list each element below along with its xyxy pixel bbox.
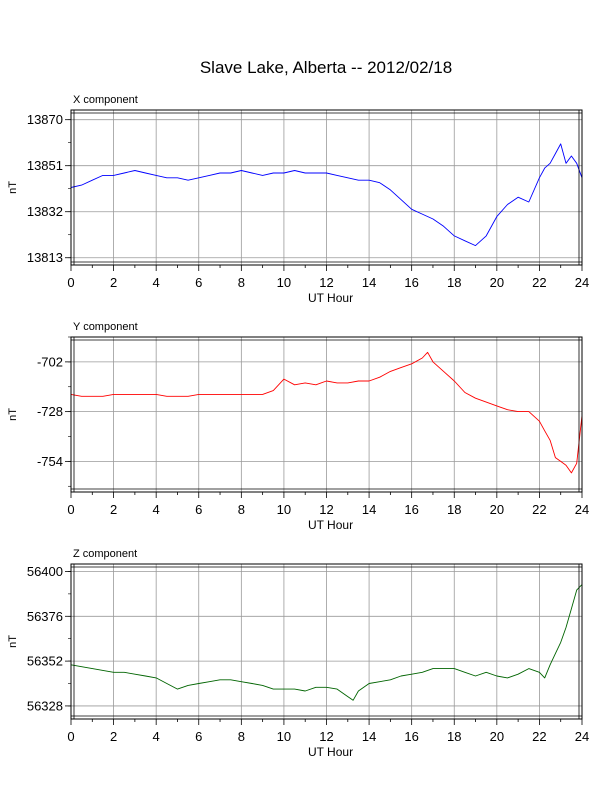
series-line	[70, 584, 583, 701]
x-tick-label: 8	[238, 275, 245, 290]
panel-1: 0 2 4 6 8 10 12 14 16 18 20 22 241381313832138511387…	[7, 94, 589, 305]
x-tick-label: 0	[67, 502, 74, 517]
x-tick-label: 14	[362, 275, 376, 290]
x-tick-label: 10	[277, 275, 291, 290]
panel-title: Y component	[73, 321, 138, 333]
x-tick-label: 12	[319, 502, 333, 517]
y-tick-label: -728	[37, 404, 63, 419]
x-axis-label: UT Hour	[308, 745, 353, 759]
x-tick-label: 0	[67, 729, 74, 744]
y-tick-label: 56328	[27, 698, 63, 713]
x-tick-label: 4	[153, 502, 160, 517]
series-line	[70, 143, 583, 247]
y-tick-label: 13851	[27, 158, 63, 173]
x-tick-label: 18	[447, 729, 461, 744]
x-tick-label: 20	[490, 729, 504, 744]
x-tick-label: 22	[532, 729, 546, 744]
x-axis-label: UT Hour	[308, 518, 353, 532]
page-title: Slave Lake, Alberta -- 2012/02/18	[199, 58, 453, 77]
y-axis-label: nT	[7, 635, 19, 648]
x-tick-label: 22	[532, 502, 546, 517]
x-tick-label: 14	[362, 729, 376, 744]
y-axis-label: nT	[7, 408, 19, 421]
x-tick-label: 0	[67, 275, 74, 290]
x-tick-label: 6	[195, 275, 202, 290]
y-tick-label: 13813	[27, 250, 63, 265]
x-tick-label: 6	[195, 502, 202, 517]
y-tick-label: 56400	[27, 564, 63, 579]
x-tick-label: 4	[153, 729, 160, 744]
x-tick-label: 24	[575, 275, 589, 290]
x-tick-label: 18	[447, 275, 461, 290]
x-tick-label: 24	[575, 729, 589, 744]
x-tick-label: 18	[447, 502, 461, 517]
y-axis-label: nT	[7, 181, 19, 194]
x-tick-label: 4	[153, 275, 160, 290]
x-tick-label: 20	[490, 275, 504, 290]
y-tick-label: -702	[37, 354, 63, 369]
x-tick-label: 12	[319, 729, 333, 744]
panel-3: 0 2 4 6 8 10 12 14 16 18 20 22 245640056376563525632…	[7, 548, 589, 759]
x-tick-label: 16	[404, 729, 418, 744]
x-tick-label: 24	[575, 502, 589, 517]
x-tick-label: 2	[110, 502, 117, 517]
x-tick-label: 20	[490, 502, 504, 517]
x-tick-label: 8	[238, 729, 245, 744]
y-tick-label: -754	[37, 454, 63, 469]
x-tick-label: 10	[277, 502, 291, 517]
series-line	[70, 351, 583, 474]
x-tick-label: 22	[532, 275, 546, 290]
x-tick-label: 6	[195, 729, 202, 744]
y-tick-label: 56376	[27, 609, 63, 624]
panel-title: Z component	[73, 548, 137, 560]
panel-title: X component	[73, 94, 138, 106]
x-tick-label: 16	[404, 502, 418, 517]
x-tick-label: 10	[277, 729, 291, 744]
y-tick-label: 56352	[27, 654, 63, 669]
x-tick-label: 8	[238, 502, 245, 517]
x-tick-label: 2	[110, 729, 117, 744]
y-tick-label: 13870	[27, 112, 63, 127]
x-tick-label: 2	[110, 275, 117, 290]
x-axis-label: UT Hour	[308, 291, 353, 305]
x-tick-label: 14	[362, 502, 376, 517]
x-tick-label: 12	[319, 275, 333, 290]
x-tick-label: 16	[404, 275, 418, 290]
y-tick-label: 13832	[27, 204, 63, 219]
